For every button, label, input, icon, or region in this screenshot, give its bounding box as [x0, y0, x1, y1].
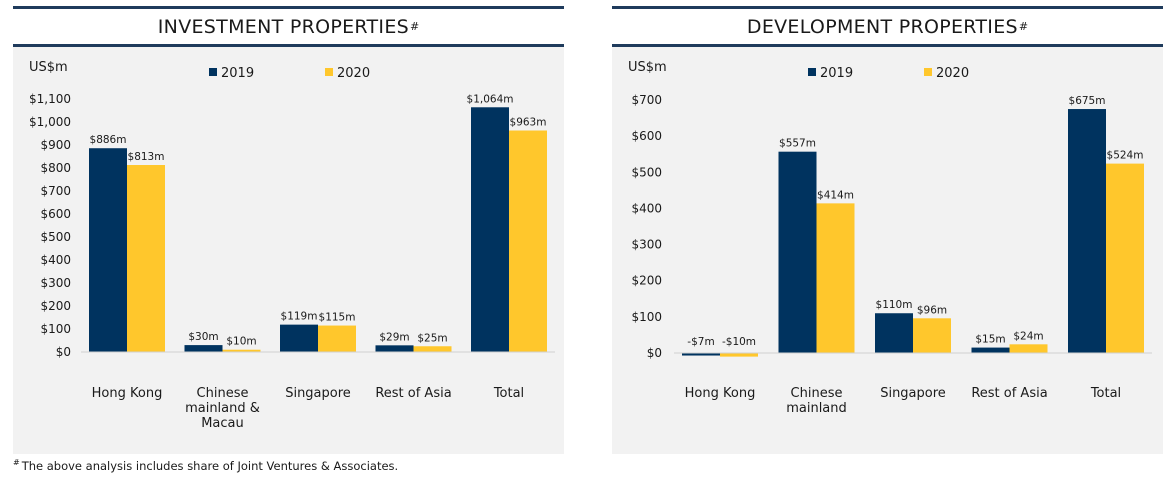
investment-title-footnote-mark: # [410, 20, 420, 33]
investment-data-label: $813m [128, 151, 165, 163]
investment-category-label: mainland & [185, 401, 260, 416]
development-data-label: $24m [1013, 330, 1043, 342]
development-chart-title: DEVELOPMENT PROPERTIES [746, 15, 1018, 38]
investment-bar-2020 [413, 346, 452, 352]
development-bar-2020 [913, 318, 951, 353]
development-bar-2020 [1106, 163, 1144, 353]
investment-y-tick-label: $0 [56, 345, 71, 359]
development-y-tick-label: $700 [631, 93, 662, 107]
investment-data-label: $1,064m [467, 93, 514, 105]
investment-legend-swatch-2020 [325, 68, 333, 76]
investment-properties-chart: US$m 2019 2020 $0 $100 $200 $300 $400 $500 $600 $7… [29, 60, 555, 431]
development-bar-2019 [971, 347, 1010, 353]
development-category-label: Total [1090, 386, 1121, 401]
investment-properties-panel: INVESTMENT PROPERTIES # US$m 2019 2020 $0 $10… [13, 0, 564, 454]
development-y-tick-label: $600 [631, 129, 662, 143]
investment-y-axis-unit: US$m [29, 60, 68, 75]
investment-data-label: $886m [90, 134, 127, 146]
investment-category-label: Rest of Asia [375, 386, 451, 401]
development-y-tick-label: $0 [647, 346, 662, 360]
development-y-tick-label: $400 [631, 201, 662, 215]
development-category-label: Rest of Asia [971, 386, 1047, 401]
investment-legend-label-2020: 2020 [337, 66, 370, 81]
development-properties-chart: US$m 2019 2020 $0 $100 $200 $300 $400 $500 $600 $7… [628, 60, 1152, 416]
development-y-tick-label: $300 [631, 238, 662, 252]
investment-bar-2019 [471, 107, 509, 352]
development-data-label: $524m [1107, 150, 1144, 162]
development-category-label: Chinese [791, 386, 843, 401]
investment-y-tick-label: $900 [40, 138, 71, 152]
investment-data-label: $10m [226, 336, 256, 348]
investment-data-label: $115m [319, 312, 356, 324]
development-category-label: mainland [786, 401, 847, 416]
investment-data-label: $25m [417, 332, 447, 344]
investment-bar-2019 [280, 324, 318, 352]
investment-bar-2020 [318, 325, 356, 352]
development-title-bar: DEVELOPMENT PROPERTIES # [612, 6, 1163, 47]
investment-data-label: $29m [379, 331, 409, 343]
investment-category-label: Macau [201, 416, 244, 431]
investment-data-label: $30m [188, 331, 218, 343]
development-y-tick-label: $200 [631, 274, 662, 288]
investment-category-label: Hong Kong [92, 386, 163, 401]
development-data-label: $557m [779, 138, 816, 150]
investment-bar-2019 [375, 345, 414, 352]
development-bar-2020 [1009, 344, 1048, 353]
footnote: # The above analysis includes share of Jo… [13, 458, 398, 473]
development-y-tick-label: $100 [631, 310, 662, 324]
footnote-mark: # [13, 458, 20, 467]
investment-y-tick-label: $500 [40, 230, 71, 244]
development-data-label: $15m [975, 334, 1005, 346]
development-category-label: Hong Kong [685, 386, 756, 401]
investment-bar-2019 [89, 148, 127, 352]
investment-y-tick-label: $100 [40, 322, 71, 336]
investment-bar-2020 [509, 130, 547, 352]
development-data-label: $675m [1069, 95, 1106, 107]
investment-chart-area: US$m 2019 2020 $0 $100 $200 $300 $400 $500 $600 $7… [13, 47, 564, 454]
development-data-label: $110m [876, 299, 913, 311]
investment-legend-swatch-2019 [209, 68, 217, 76]
development-category-label: Singapore [880, 386, 946, 401]
investment-data-label: $963m [510, 117, 547, 129]
investment-legend-label-2019: 2019 [221, 66, 254, 81]
development-bar-2019 [1068, 109, 1106, 354]
investment-bar-2019 [184, 345, 223, 352]
development-legend-swatch-2019 [808, 68, 816, 76]
investment-y-tick-label: $300 [40, 276, 71, 290]
investment-y-tick-label: $800 [40, 161, 71, 175]
investment-y-tick-label: $700 [40, 184, 71, 198]
development-y-axis-unit: US$m [628, 60, 667, 75]
development-legend-swatch-2020 [924, 68, 932, 76]
footnote-text: The above analysis includes share of Joi… [21, 458, 399, 473]
development-properties-panel: DEVELOPMENT PROPERTIES # US$m 2019 2020 $0 $1… [612, 0, 1163, 454]
development-bar-2020 [816, 203, 855, 353]
development-data-label: $96m [917, 304, 947, 316]
investment-data-label: $119m [281, 311, 318, 323]
investment-category-label: Singapore [285, 386, 351, 401]
development-legend-label-2019: 2019 [820, 66, 853, 81]
investment-y-tick-label: $200 [40, 299, 71, 313]
development-chart-area: US$m 2019 2020 $0 $100 $200 $300 $400 $500 $600 $7… [612, 47, 1163, 454]
development-data-label: -$10m [722, 336, 756, 348]
investment-chart-title: INVESTMENT PROPERTIES [157, 15, 409, 38]
development-data-label: -$7m [687, 336, 714, 348]
development-bar-2019 [778, 151, 817, 353]
development-bar-2020 [720, 353, 758, 357]
development-legend-label-2020: 2020 [936, 66, 969, 81]
investment-y-tick-label: $1,100 [29, 92, 71, 106]
investment-y-tick-label: $400 [40, 253, 71, 267]
investment-bar-2020 [127, 165, 165, 352]
investment-bar-2020 [222, 349, 261, 352]
development-bar-2019 [682, 353, 720, 356]
development-title-footnote-mark: # [1018, 20, 1029, 33]
development-data-label: $414m [817, 189, 854, 201]
investment-category-label: Total [493, 386, 524, 401]
investment-y-tick-label: $1,000 [29, 115, 71, 129]
investment-y-tick-label: $600 [40, 207, 71, 221]
development-bar-2019 [875, 313, 913, 353]
development-y-tick-label: $500 [631, 165, 662, 179]
investment-category-label: Chinese [197, 386, 249, 401]
investment-title-bar: INVESTMENT PROPERTIES # [13, 6, 564, 47]
